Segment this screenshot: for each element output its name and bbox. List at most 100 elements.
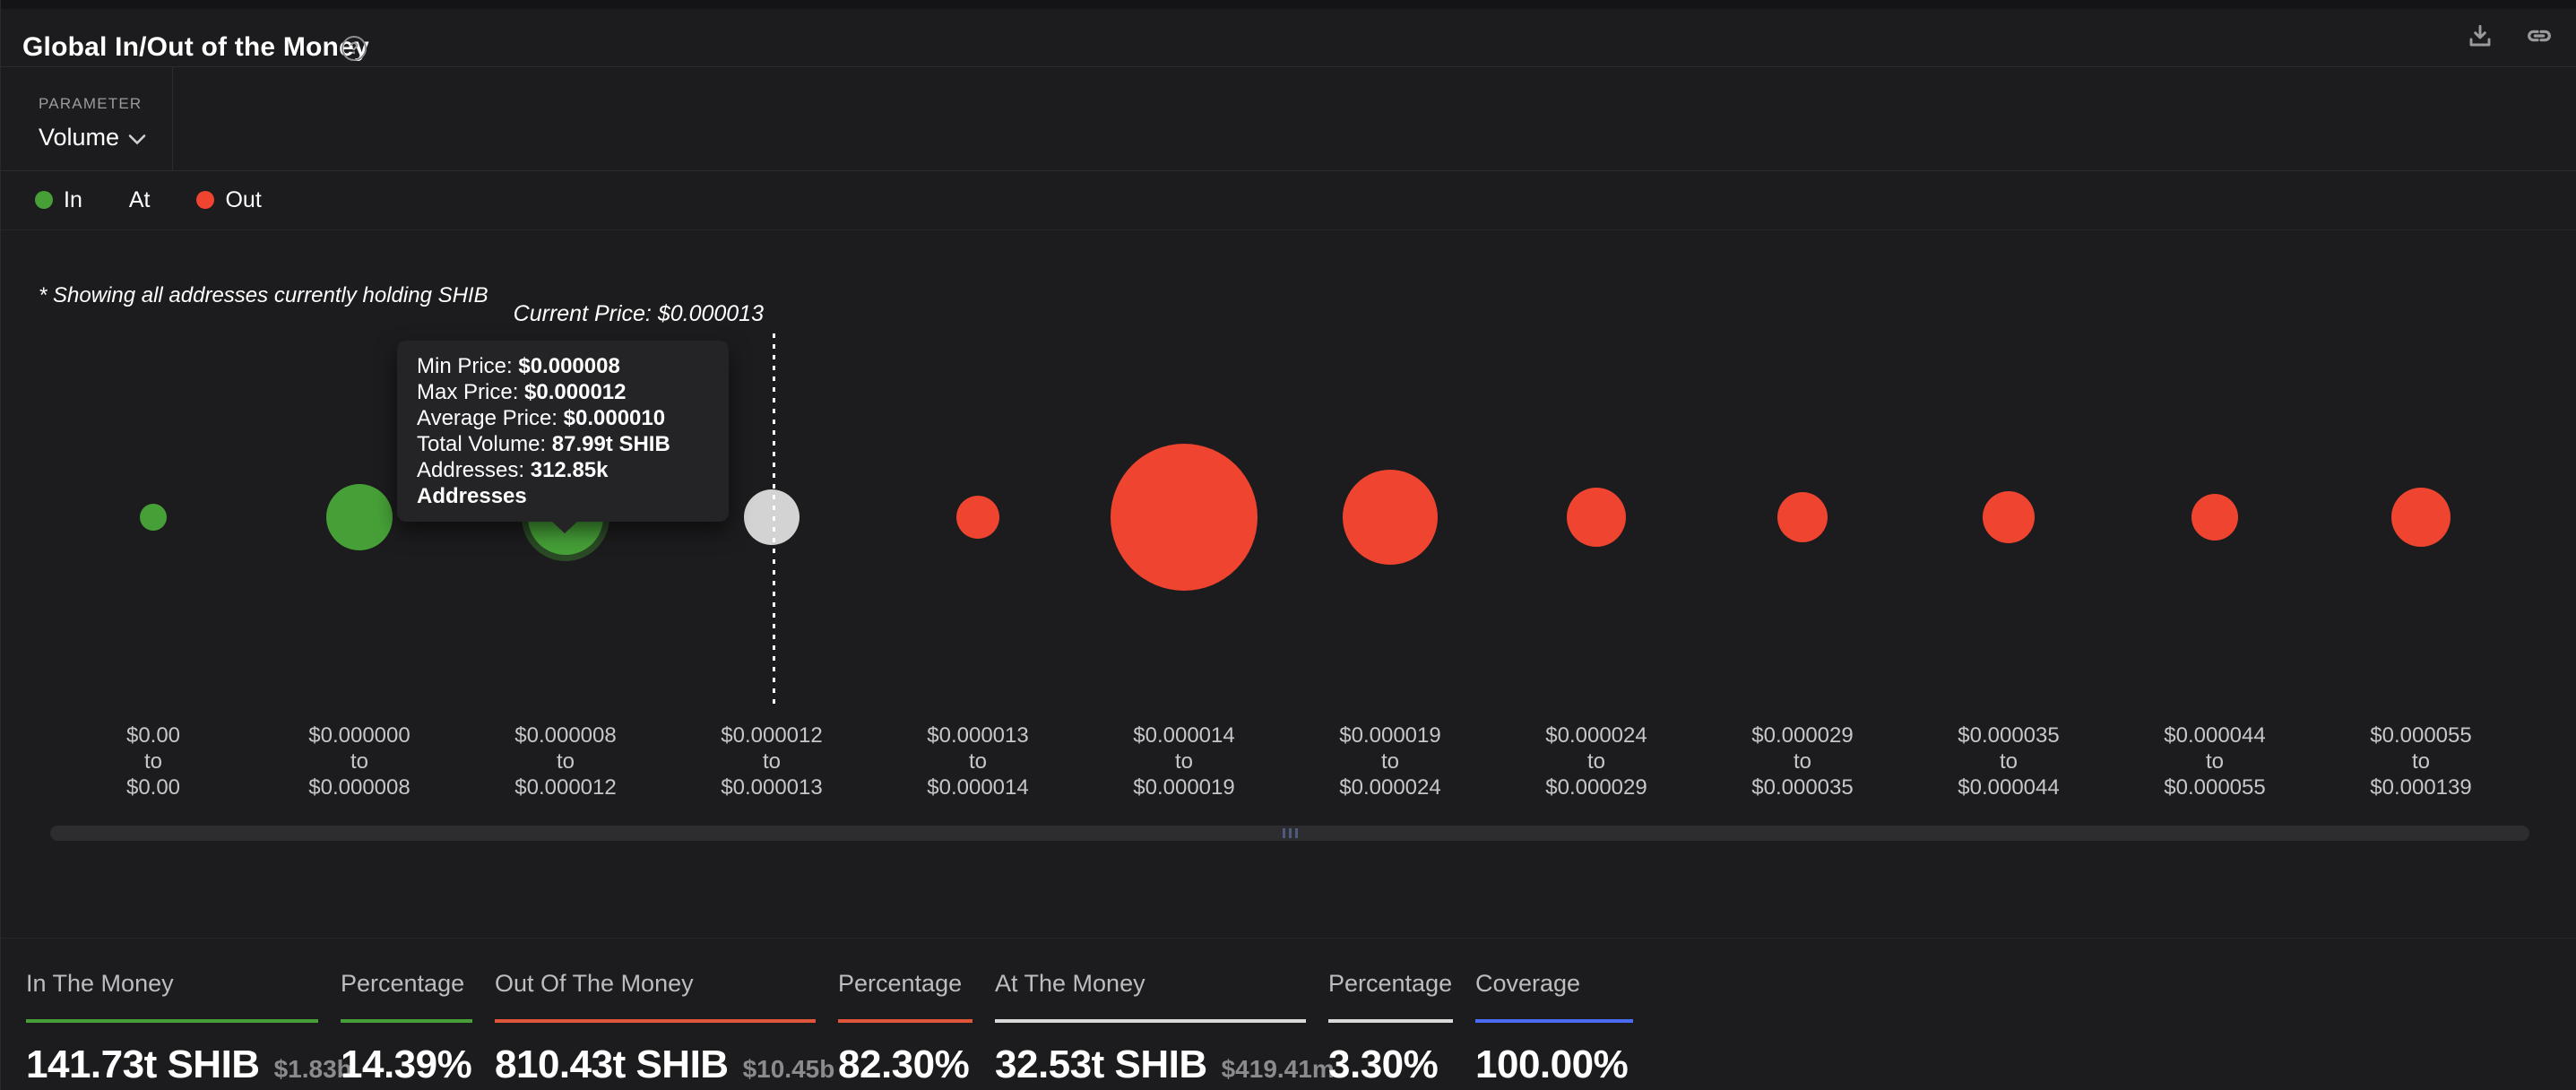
stat-label: Percentage: [838, 970, 963, 997]
bubble-out-6[interactable]: [1343, 470, 1438, 565]
x-axis-tick-9: $0.000035 to $0.000044: [1958, 723, 2060, 800]
stat-out-of-the-money: Out Of The Money 810.43t SHIB $10.45b: [495, 970, 834, 1087]
x-axis-tick-4: $0.000013 to $0.000014: [927, 723, 1029, 800]
stat-underline: [838, 1019, 972, 1023]
stat-value: 82.30%: [838, 1042, 970, 1086]
stat-values: 810.43t SHIB $10.45b: [495, 1042, 834, 1087]
stat-sub-value: $1.83b: [273, 1055, 352, 1083]
legend-dot-icon: [35, 191, 53, 209]
current-price-label: Current Price: $0.000013: [513, 301, 764, 326]
legend-dot-icon: [196, 191, 215, 209]
scrollbar-grip-icon: [1282, 828, 1285, 838]
bubble-out-5[interactable]: [1111, 444, 1258, 591]
tooltip-line: Max Price: $0.000012: [417, 380, 627, 404]
stat-label: At The Money: [995, 970, 1145, 997]
stat-values: 32.53t SHIB $419.41m: [995, 1042, 1335, 1087]
x-axis-tick-8: $0.000029 to $0.000035: [1751, 723, 1854, 800]
stat-values: 82.30%: [838, 1042, 972, 1087]
stat-label: Out Of The Money: [495, 970, 694, 997]
parameter-label: PARAMETER: [39, 95, 143, 112]
bubble-out-8[interactable]: [1777, 492, 1828, 542]
stat-value: 14.39%: [341, 1042, 472, 1086]
legend-label: At: [128, 186, 151, 212]
parameter-dropdown[interactable]: Volume: [39, 124, 146, 151]
bubble-in-1[interactable]: [326, 484, 393, 550]
stat-in-the-money: In The Money 141.73t SHIB $1.83b: [26, 970, 352, 1087]
page-title: Global In/Out of the Money: [22, 32, 369, 62]
legend-item-at[interactable]: At: [129, 187, 151, 213]
bubble-tooltip: Min Price: $0.000008 Max Price: $0.000012…: [397, 341, 729, 533]
divider: [1, 170, 2576, 171]
top-strip: [1, 0, 2576, 9]
divider: [172, 66, 173, 170]
stat-sub-value: $419.41m: [1221, 1055, 1335, 1083]
stat-at-the-money: At The Money 32.53t SHIB $419.41m: [995, 970, 1335, 1087]
stat-underline: [1475, 1019, 1633, 1023]
stat-underline: [341, 1019, 472, 1023]
x-axis-tick-6: $0.000019 to $0.000024: [1339, 723, 1441, 800]
x-axis-tick-0: $0.00 to $0.00: [125, 723, 181, 800]
stat-values: 3.30%: [1328, 1042, 1453, 1087]
divider: [1, 229, 2576, 230]
x-axis-tick-3: $0.000012 to $0.000013: [721, 723, 823, 800]
link-icon: [2528, 30, 2551, 42]
x-axis-tick-1: $0.000000 to $0.000008: [308, 723, 411, 800]
download-icon: [2469, 24, 2491, 47]
bubble-out-7[interactable]: [1567, 488, 1626, 547]
bubble-out-4[interactable]: [956, 496, 999, 539]
x-axis-tick-2: $0.000008 to $0.000012: [514, 723, 617, 800]
stats-row: In The Money 141.73t SHIB $1.83b Percentage…: [26, 970, 1655, 1087]
tooltip-line: Total Volume: 87.99t SHIB: [417, 432, 670, 456]
download-button[interactable]: [2466, 22, 2494, 50]
stat-label: Percentage: [341, 970, 465, 997]
copy-link-button[interactable]: [2525, 22, 2554, 50]
stat-percentage: Percentage 82.30%: [838, 970, 972, 1087]
legend-item-out[interactable]: Out: [196, 186, 262, 213]
x-axis-tick-10: $0.000044 to $0.000055: [2164, 723, 2266, 800]
divider: [1, 938, 2576, 939]
stat-values: 100.00%: [1475, 1042, 1633, 1087]
legend-item-in[interactable]: In: [35, 187, 82, 213]
x-axis-tick-7: $0.000024 to $0.000029: [1545, 723, 1647, 800]
tooltip-line: Addresses: 312.85k Addresses: [417, 458, 609, 508]
chart-scrollbar[interactable]: [50, 826, 2529, 841]
x-axis-tick-11: $0.000055 to $0.000139: [2370, 723, 2472, 800]
stat-coverage: Coverage 100.00%: [1475, 970, 1633, 1087]
stat-sub-value: $10.45b: [742, 1055, 835, 1083]
bubble-out-10[interactable]: [2191, 494, 2238, 541]
stat-value: 32.53t SHIB: [995, 1042, 1207, 1086]
stat-value: 810.43t SHIB: [495, 1042, 729, 1086]
current-price-line: [773, 333, 775, 710]
stat-values: 141.73t SHIB $1.83b: [26, 1042, 352, 1087]
legend-label: In: [64, 186, 82, 212]
stat-percentage: Percentage 3.30%: [1328, 970, 1453, 1087]
stat-underline: [1328, 1019, 1453, 1023]
stat-label: Coverage: [1475, 970, 1581, 997]
tooltip-line: Min Price: $0.000008: [417, 354, 620, 378]
stat-value: 3.30%: [1328, 1042, 1439, 1086]
bubble-at-3[interactable]: [744, 489, 800, 545]
legend-label: Out: [225, 186, 262, 212]
stat-label: In The Money: [26, 970, 174, 997]
parameter-value: Volume: [39, 124, 120, 151]
stat-underline: [495, 1019, 816, 1023]
bubble-out-9[interactable]: [1983, 491, 2035, 543]
stat-underline: [26, 1019, 318, 1023]
bubble-in-0[interactable]: [140, 504, 167, 531]
scrollbar-grip-icon: [1294, 828, 1298, 838]
bubble-out-11[interactable]: [2391, 488, 2451, 547]
divider: [1, 66, 2576, 67]
stat-values: 14.39%: [341, 1042, 472, 1087]
chart-note: * Showing all addresses currently holdin…: [39, 283, 488, 307]
stat-percentage: Percentage 14.39%: [341, 970, 472, 1087]
stat-value: 100.00%: [1475, 1042, 1629, 1086]
x-axis-tick-5: $0.000014 to $0.000019: [1133, 723, 1235, 800]
chevron-down-icon: [128, 134, 146, 145]
scrollbar-grip-icon: [1288, 828, 1292, 838]
legend: In At Out: [35, 185, 308, 215]
stat-label: Percentage: [1328, 970, 1453, 997]
stat-value: 141.73t SHIB: [26, 1042, 260, 1086]
tooltip-line: Average Price: $0.000010: [417, 406, 666, 430]
help-icon[interactable]: ?: [341, 36, 367, 61]
